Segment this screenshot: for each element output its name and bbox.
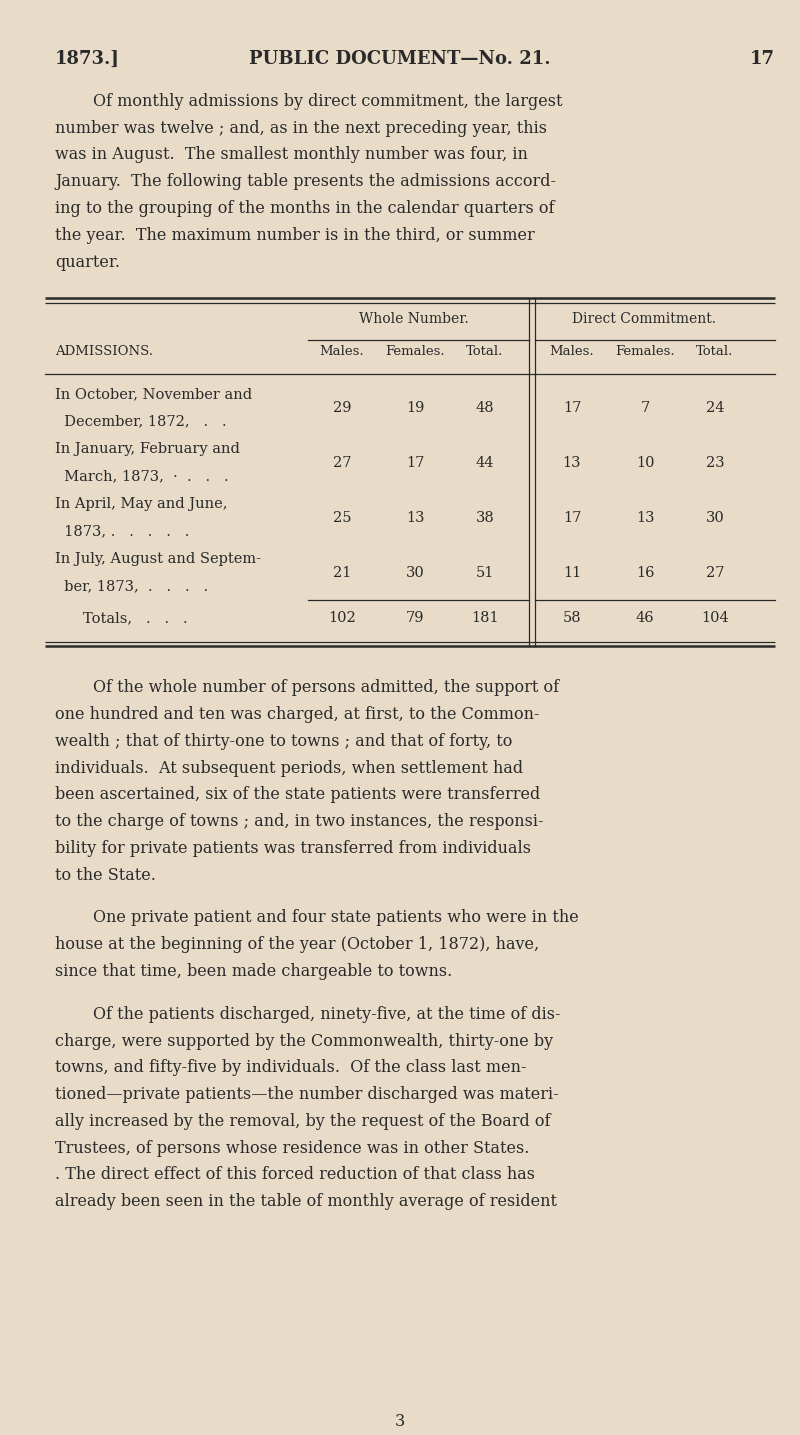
Text: quarter.: quarter. (55, 254, 120, 271)
Text: towns, and fifty-five by individuals.  Of the class last men-: towns, and fifty-five by individuals. Of… (55, 1059, 526, 1076)
Text: 44: 44 (476, 456, 494, 471)
Text: In April, May and June,: In April, May and June, (55, 497, 227, 511)
Text: One private patient and four state patients who were in the: One private patient and four state patie… (93, 910, 578, 927)
Text: 7: 7 (640, 402, 650, 415)
Text: 17: 17 (563, 511, 581, 525)
Text: 1873, .   .   .   .   .: 1873, . . . . . (55, 524, 190, 538)
Text: Totals,   .   .   .: Totals, . . . (83, 611, 188, 624)
Text: ing to the grouping of the months in the calendar quarters of: ing to the grouping of the months in the… (55, 199, 554, 217)
Text: 58: 58 (562, 611, 582, 624)
Text: one hundred and ten was charged, at first, to the Common-: one hundred and ten was charged, at firs… (55, 706, 539, 723)
Text: tioned—private patients—the number discharged was materi-: tioned—private patients—the number disch… (55, 1086, 558, 1104)
Text: ally increased by the removal, by the request of the Board of: ally increased by the removal, by the re… (55, 1114, 550, 1129)
Text: 30: 30 (406, 565, 424, 580)
Text: Of the patients discharged, ninety-five, at the time of dis-: Of the patients discharged, ninety-five,… (93, 1006, 561, 1023)
Text: 102: 102 (328, 611, 356, 624)
Text: . The direct effect of this forced reduction of that class has: . The direct effect of this forced reduc… (55, 1167, 535, 1184)
Text: individuals.  At subsequent periods, when settlement had: individuals. At subsequent periods, when… (55, 759, 523, 776)
Text: 30: 30 (706, 511, 724, 525)
Text: 13: 13 (406, 511, 424, 525)
Text: 17: 17 (406, 456, 424, 471)
Text: 27: 27 (706, 565, 724, 580)
Text: already been seen in the table of monthly average of resident: already been seen in the table of monthl… (55, 1192, 557, 1210)
Text: 16: 16 (636, 565, 654, 580)
Text: Whole Number.: Whole Number. (358, 313, 468, 326)
Text: 13: 13 (562, 456, 582, 471)
Text: March, 1873,  ·  .   .   .: March, 1873, · . . . (55, 469, 229, 484)
Text: PUBLIC DOCUMENT—No. 21.: PUBLIC DOCUMENT—No. 21. (249, 50, 551, 67)
Text: Of monthly admissions by direct commitment, the largest: Of monthly admissions by direct commitme… (93, 93, 562, 110)
Text: been ascertained, six of the state patients were transferred: been ascertained, six of the state patie… (55, 786, 540, 804)
Text: 17: 17 (563, 402, 581, 415)
Text: 104: 104 (701, 611, 729, 624)
Text: 48: 48 (476, 402, 494, 415)
Text: charge, were supported by the Commonwealth, thirty-one by: charge, were supported by the Commonweal… (55, 1033, 553, 1049)
Text: 1873.]: 1873.] (55, 50, 120, 67)
Text: 23: 23 (706, 456, 724, 471)
Text: 38: 38 (476, 511, 494, 525)
Text: number was twelve ; and, as in the next preceding year, this: number was twelve ; and, as in the next … (55, 119, 547, 136)
Text: 24: 24 (706, 402, 724, 415)
Text: Females.: Females. (615, 346, 675, 359)
Text: 29: 29 (333, 402, 351, 415)
Text: In July, August and Septem-: In July, August and Septem- (55, 552, 261, 565)
Text: 21: 21 (333, 565, 351, 580)
Text: In January, February and: In January, February and (55, 442, 240, 456)
Text: Males.: Males. (550, 346, 594, 359)
Text: 46: 46 (636, 611, 654, 624)
Text: ADMISSIONS.: ADMISSIONS. (55, 346, 153, 359)
Text: 13: 13 (636, 511, 654, 525)
Text: the year.  The maximum number is in the third, or summer: the year. The maximum number is in the t… (55, 227, 534, 244)
Text: ber, 1873,  .   .   .   .: ber, 1873, . . . . (55, 578, 208, 593)
Text: house at the beginning of the year (October 1, 1872), have,: house at the beginning of the year (Octo… (55, 936, 539, 953)
Text: Of the whole number of persons admitted, the support of: Of the whole number of persons admitted,… (93, 679, 559, 696)
Text: wealth ; that of thirty-one to towns ; and that of forty, to: wealth ; that of thirty-one to towns ; a… (55, 733, 512, 751)
Text: 27: 27 (333, 456, 351, 471)
Text: 10: 10 (636, 456, 654, 471)
Text: 181: 181 (471, 611, 499, 624)
Text: Males.: Males. (320, 346, 364, 359)
Text: to the State.: to the State. (55, 867, 156, 884)
Text: 25: 25 (333, 511, 351, 525)
Text: December, 1872,   .   .: December, 1872, . . (55, 415, 226, 428)
Text: was in August.  The smallest monthly number was four, in: was in August. The smallest monthly numb… (55, 146, 528, 164)
Text: 3: 3 (395, 1413, 405, 1431)
Text: Females.: Females. (385, 346, 445, 359)
Text: January.  The following table presents the admissions accord-: January. The following table presents th… (55, 174, 556, 191)
Text: since that time, been made chargeable to towns.: since that time, been made chargeable to… (55, 963, 452, 980)
Text: In October, November and: In October, November and (55, 387, 252, 402)
Text: Trustees, of persons whose residence was in other States.: Trustees, of persons whose residence was… (55, 1139, 530, 1157)
Text: Direct Commitment.: Direct Commitment. (571, 313, 715, 326)
Text: 19: 19 (406, 402, 424, 415)
Text: 51: 51 (476, 565, 494, 580)
Text: 79: 79 (406, 611, 424, 624)
Text: Total.: Total. (696, 346, 734, 359)
Text: Total.: Total. (466, 346, 504, 359)
Text: bility for private patients was transferred from individuals: bility for private patients was transfer… (55, 839, 531, 857)
Text: 17: 17 (750, 50, 775, 67)
Text: to the charge of towns ; and, in two instances, the responsi-: to the charge of towns ; and, in two ins… (55, 814, 543, 831)
Text: 11: 11 (563, 565, 581, 580)
